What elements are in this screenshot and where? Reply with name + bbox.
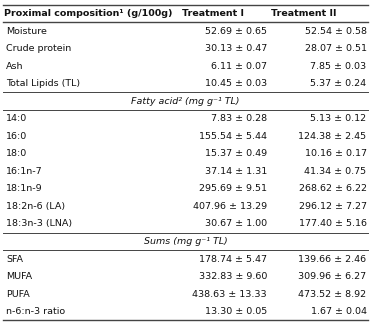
- Text: Treatment II: Treatment II: [272, 9, 337, 18]
- Text: Crude protein: Crude protein: [6, 44, 72, 53]
- Text: Sums (mg g⁻¹ TL): Sums (mg g⁻¹ TL): [144, 237, 227, 246]
- Text: 5.37 ± 0.24: 5.37 ± 0.24: [311, 79, 367, 88]
- Text: 6.11 ± 0.07: 6.11 ± 0.07: [211, 62, 267, 71]
- Text: 1.67 ± 0.04: 1.67 ± 0.04: [311, 307, 367, 316]
- Text: 7.85 ± 0.03: 7.85 ± 0.03: [311, 62, 367, 71]
- Text: 13.30 ± 0.05: 13.30 ± 0.05: [205, 307, 267, 316]
- Text: 10.16 ± 0.17: 10.16 ± 0.17: [305, 149, 367, 158]
- Text: 139.66 ± 2.46: 139.66 ± 2.46: [298, 254, 367, 263]
- Text: Moisture: Moisture: [6, 27, 47, 36]
- Text: 37.14 ± 1.31: 37.14 ± 1.31: [205, 167, 267, 176]
- Text: 124.38 ± 2.45: 124.38 ± 2.45: [298, 132, 367, 141]
- Text: 177.40 ± 5.16: 177.40 ± 5.16: [299, 220, 367, 229]
- Text: 41.34 ± 0.75: 41.34 ± 0.75: [305, 167, 367, 176]
- Text: 309.96 ± 6.27: 309.96 ± 6.27: [298, 272, 367, 281]
- Text: 15.37 ± 0.49: 15.37 ± 0.49: [205, 149, 267, 158]
- Text: Total Lipids (TL): Total Lipids (TL): [6, 79, 81, 88]
- Text: 5.13 ± 0.12: 5.13 ± 0.12: [311, 114, 367, 123]
- Text: Fatty acid² (mg g⁻¹ TL): Fatty acid² (mg g⁻¹ TL): [131, 97, 240, 106]
- Text: 7.83 ± 0.28: 7.83 ± 0.28: [211, 114, 267, 123]
- Text: 52.69 ± 0.65: 52.69 ± 0.65: [205, 27, 267, 36]
- Text: 296.12 ± 7.27: 296.12 ± 7.27: [299, 202, 367, 211]
- Text: 30.67 ± 1.00: 30.67 ± 1.00: [205, 220, 267, 229]
- Text: 18:3n-3 (LNA): 18:3n-3 (LNA): [6, 220, 72, 229]
- Text: 295.69 ± 9.51: 295.69 ± 9.51: [199, 185, 267, 194]
- Text: Treatment I: Treatment I: [182, 9, 244, 18]
- Text: PUFA: PUFA: [6, 289, 30, 298]
- Text: 52.54 ± 0.58: 52.54 ± 0.58: [305, 27, 367, 36]
- Text: 155.54 ± 5.44: 155.54 ± 5.44: [199, 132, 267, 141]
- Text: 332.83 ± 9.60: 332.83 ± 9.60: [199, 272, 267, 281]
- Text: 438.63 ± 13.33: 438.63 ± 13.33: [193, 289, 267, 298]
- Text: 18:0: 18:0: [6, 149, 27, 158]
- Text: MUFA: MUFA: [6, 272, 32, 281]
- Text: Proximal composition¹ (g/100g): Proximal composition¹ (g/100g): [4, 9, 173, 18]
- Text: 10.45 ± 0.03: 10.45 ± 0.03: [205, 79, 267, 88]
- Text: 178.74 ± 5.47: 178.74 ± 5.47: [199, 254, 267, 263]
- Text: 268.62 ± 6.22: 268.62 ± 6.22: [299, 185, 367, 194]
- Text: 18:2n-6 (LA): 18:2n-6 (LA): [6, 202, 65, 211]
- Text: 30.13 ± 0.47: 30.13 ± 0.47: [205, 44, 267, 53]
- Text: 28.07 ± 0.51: 28.07 ± 0.51: [305, 44, 367, 53]
- Text: 407.96 ± 13.29: 407.96 ± 13.29: [193, 202, 267, 211]
- Text: n-6:n-3 ratio: n-6:n-3 ratio: [6, 307, 65, 316]
- Text: 14:0: 14:0: [6, 114, 27, 123]
- Text: 16:1n-7: 16:1n-7: [6, 167, 43, 176]
- Text: 18:1n-9: 18:1n-9: [6, 185, 43, 194]
- Text: SFA: SFA: [6, 254, 23, 263]
- Text: 473.52 ± 8.92: 473.52 ± 8.92: [298, 289, 367, 298]
- Text: Ash: Ash: [6, 62, 24, 71]
- Text: 16:0: 16:0: [6, 132, 27, 141]
